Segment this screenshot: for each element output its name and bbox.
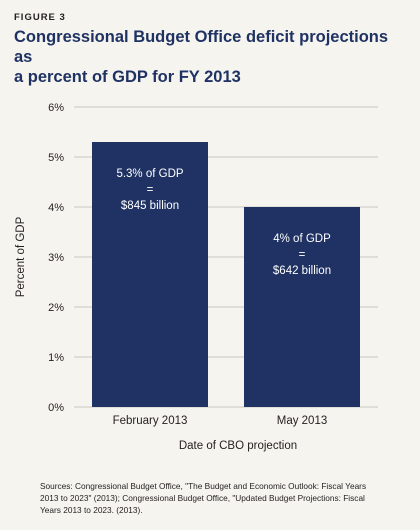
bar-data-label: $845 billion	[121, 200, 179, 212]
x-tick-label: May 2013	[277, 415, 328, 427]
y-tick-label: 4%	[48, 202, 64, 214]
bar	[92, 142, 208, 407]
y-tick-label: 5%	[48, 152, 64, 164]
sources-line-3: Years 2013 to 2023. (2013).	[40, 505, 143, 515]
x-axis-label: Date of CBO projection	[179, 440, 297, 452]
y-tick-label: 6%	[48, 102, 64, 114]
bar	[244, 207, 360, 407]
bar-data-label: =	[147, 184, 154, 196]
y-axis-ticks: 0% 1% 2% 3% 4% 5% 6%	[48, 102, 64, 414]
bars: 5.3% of GDP = $845 billion 4% of GDP = $642 b…	[92, 142, 360, 407]
bar-data-label: 5.3% of GDP	[116, 168, 183, 180]
sources-line-2: 2013 to 2023" (2013); Congressional Budg…	[40, 493, 365, 503]
chart-title-line-1: Congressional Budget Office deficit proj…	[14, 28, 389, 66]
y-tick-label: 1%	[48, 352, 64, 364]
y-axis-label: Percent of GDP	[15, 216, 27, 297]
chart-title-line-2: a percent of GDP for FY 2013	[14, 68, 241, 86]
sources-note: Sources: Congressional Budget Office, "T…	[40, 480, 412, 516]
y-tick-label: 0%	[48, 402, 64, 414]
bar-data-label: $642 billion	[273, 265, 331, 277]
chart-title: Congressional Budget Office deficit proj…	[14, 27, 404, 87]
y-tick-label: 2%	[48, 302, 64, 314]
bar-data-label: =	[299, 249, 306, 261]
x-tick-label: February 2013	[113, 415, 188, 427]
x-axis-ticks: February 2013 May 2013	[113, 415, 328, 427]
y-tick-label: 3%	[48, 252, 64, 264]
sources-line-1: Sources: Congressional Budget Office, "T…	[40, 481, 367, 491]
bar-data-label: 4% of GDP	[273, 233, 331, 245]
figure-label: FIGURE 3	[14, 12, 66, 23]
